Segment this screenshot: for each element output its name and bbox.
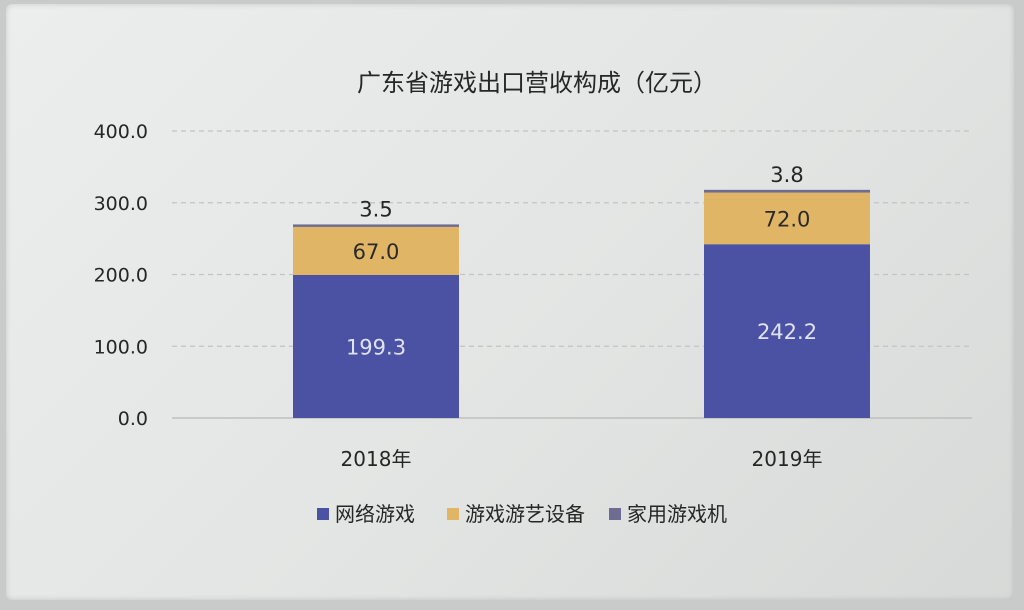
legend: 网络游戏 游戏游艺设备 家用游戏机 — [317, 502, 727, 526]
y-tick-label: 0.0 — [118, 408, 148, 430]
bar-segment — [704, 244, 870, 418]
data-label: 3.5 — [359, 197, 392, 221]
bars: 199.3 67.0 3.5 242.2 72.0 3.8 — [293, 163, 870, 418]
bar-segment — [704, 192, 870, 245]
y-tick-label: 200.0 — [94, 265, 148, 287]
legend-swatch — [317, 508, 329, 520]
x-tick-label: 2018年 — [341, 447, 412, 471]
data-label: 67.0 — [353, 240, 400, 264]
bar-segment — [293, 226, 459, 276]
y-tick-label: 100.0 — [94, 336, 148, 358]
legend-swatch — [609, 508, 621, 520]
legend-label: 家用游戏机 — [627, 502, 727, 526]
data-label: 242.2 — [757, 320, 817, 344]
y-tick-label: 300.0 — [94, 193, 148, 215]
legend-label: 网络游戏 — [335, 502, 415, 526]
data-label: 72.0 — [764, 207, 811, 231]
bar-segment — [293, 275, 459, 418]
y-axis: 0.0 100.0 200.0 300.0 400.0 — [94, 121, 148, 430]
data-label: 3.8 — [770, 163, 803, 187]
chart-title: 广东省游戏出口营收构成（亿元） — [357, 69, 717, 97]
x-tick-label: 2019年 — [752, 447, 823, 471]
bar-segment — [293, 224, 459, 227]
legend-swatch — [447, 508, 459, 520]
legend-label: 游戏游艺设备 — [465, 502, 585, 526]
x-axis: 2018年 2019年 — [341, 447, 823, 471]
bar-segment — [704, 189, 870, 193]
data-label: 199.3 — [346, 336, 406, 360]
y-tick-label: 400.0 — [94, 121, 148, 143]
